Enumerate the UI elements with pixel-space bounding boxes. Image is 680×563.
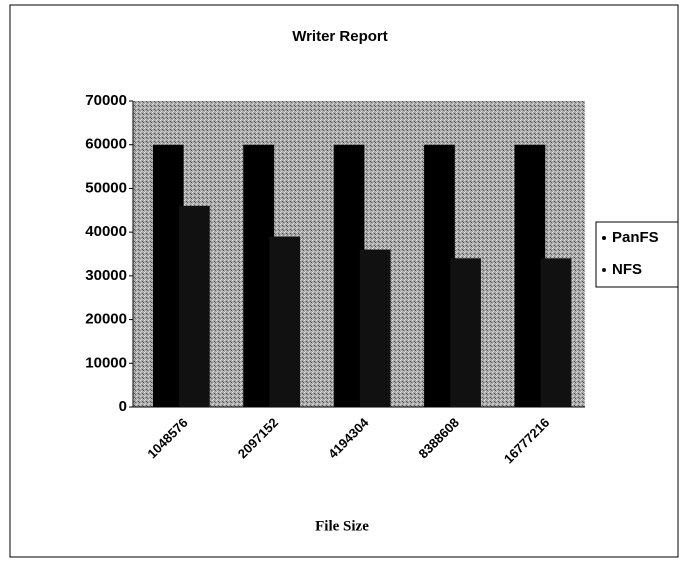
bar xyxy=(450,258,481,407)
x-tick-label: 8388608 xyxy=(416,415,462,461)
legend xyxy=(595,221,679,288)
bar xyxy=(540,258,572,407)
y-tick-label: 70000 xyxy=(85,92,127,109)
legend-label: PanFS xyxy=(612,229,659,246)
chart-title: Writer Report xyxy=(292,28,388,45)
y-tick-label: 10000 xyxy=(85,354,127,371)
y-tick-label: 20000 xyxy=(85,311,127,328)
x-tick-label: 2097152 xyxy=(235,415,281,461)
x-tick-label: 16777216 xyxy=(501,415,553,467)
bar xyxy=(333,144,365,407)
legend-marker xyxy=(602,268,606,272)
bar xyxy=(243,144,275,407)
bar xyxy=(424,144,455,407)
bar xyxy=(269,236,301,407)
y-tick-label: 60000 xyxy=(85,136,127,153)
bar xyxy=(359,249,391,407)
x-tick-label: 1048576 xyxy=(144,415,190,461)
legend-label: NFS xyxy=(612,261,642,278)
y-tick-label: 0 xyxy=(119,398,127,415)
bar xyxy=(514,144,546,407)
x-tick-label: 4194304 xyxy=(325,414,372,461)
y-tick-label: 50000 xyxy=(85,179,127,196)
bar xyxy=(179,205,210,407)
y-tick-label: 30000 xyxy=(85,267,127,284)
y-tick-label: 40000 xyxy=(85,223,127,240)
bar xyxy=(152,144,184,407)
legend-marker xyxy=(602,236,606,240)
x-axis-title: File Size xyxy=(315,518,369,534)
